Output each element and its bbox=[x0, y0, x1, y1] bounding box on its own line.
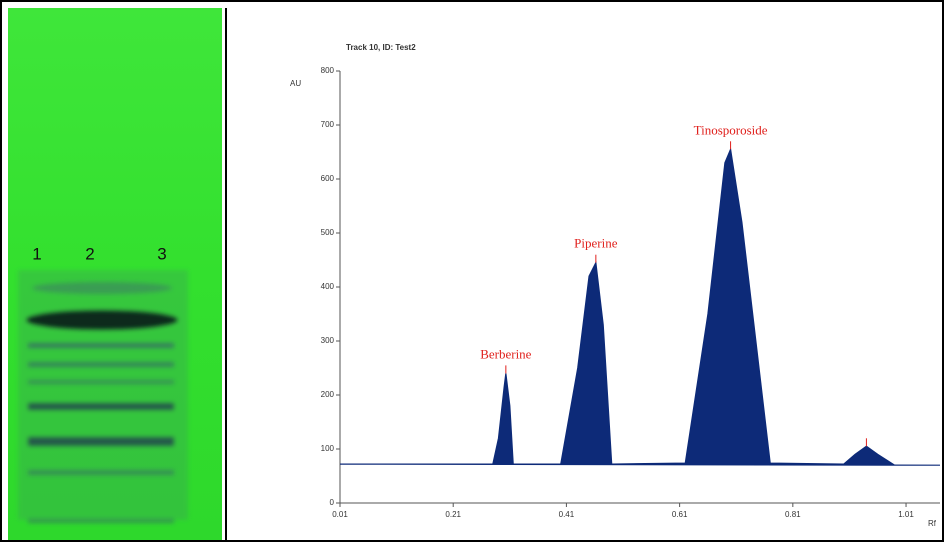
x-tick-label: 0.01 bbox=[332, 510, 348, 519]
x-tick-label: 0.21 bbox=[445, 510, 461, 519]
plate-bands bbox=[18, 270, 188, 523]
lane-label: 2 bbox=[85, 244, 94, 263]
y-tick-label: 100 bbox=[321, 444, 335, 453]
lane-label: 3 bbox=[157, 244, 166, 263]
y-tick-label: 300 bbox=[321, 336, 335, 345]
peak-label: Piperine bbox=[574, 236, 618, 251]
lane-label: 1 bbox=[32, 244, 41, 263]
x-tick-label: 0.41 bbox=[559, 510, 575, 519]
plot: 0 100 200 300 400 500 600 700 800 0.01 0.21 0.41 0.6… bbox=[321, 66, 941, 519]
y-tick-label: 200 bbox=[321, 390, 335, 399]
y-tick-label: 400 bbox=[321, 282, 335, 291]
y-tick-label: 500 bbox=[321, 228, 335, 237]
peak-label: Berberine bbox=[480, 346, 531, 361]
y-tick-label: 700 bbox=[321, 120, 335, 129]
x-tick-label: 0.61 bbox=[672, 510, 688, 519]
y-axis-label: AU bbox=[290, 79, 301, 88]
y-tick-label: 600 bbox=[321, 174, 335, 183]
densitogram bbox=[339, 147, 941, 466]
x-axis-label: Rf bbox=[928, 519, 937, 528]
y-tick-label: 0 bbox=[330, 498, 335, 507]
y-tick-label: 800 bbox=[321, 66, 335, 75]
x-tick-label: 0.81 bbox=[785, 510, 801, 519]
lane-labels: 1 2 3 bbox=[32, 244, 166, 263]
chart-title: Track 10, ID: Test2 bbox=[346, 43, 416, 52]
peak-label: Tinosporoside bbox=[694, 122, 768, 137]
x-tick-label: 1.01 bbox=[898, 510, 914, 519]
